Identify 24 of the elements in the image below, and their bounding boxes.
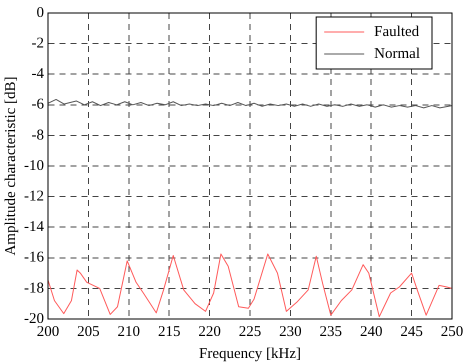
y-tick-label: -16 [24,250,44,266]
x-tick-label: 210 [118,324,140,340]
x-tick-label: 225 [238,324,262,340]
legend-label: Faulted [374,24,420,40]
y-tick-label: -10 [24,158,44,174]
x-tick-label: 245 [400,324,423,340]
x-tick-label: 220 [198,324,221,340]
y-tick-label: -6 [31,96,44,113]
y-tick-label: -14 [24,219,44,236]
legend-label: Normal [374,46,420,62]
y-tick-label: -2 [31,36,44,52]
y-tick-label: 0 [36,4,44,21]
y-tick-label: -8 [31,127,44,144]
x-tick-label: 215 [158,324,180,340]
y-tick-label: -4 [31,66,44,82]
x-axis-title: Frequency [kHz] [198,346,302,362]
x-tick-label: 230 [279,324,302,340]
x-tick-label: 235 [320,324,342,340]
y-axis-title: Amplitude characteristic [dB] [2,76,19,256]
x-tick-label: 205 [77,324,100,340]
y-tick-label: -12 [24,188,44,205]
x-tick-label: 250 [440,324,464,340]
x-tick-label: 240 [360,324,382,340]
y-tick-label: -18 [24,280,44,296]
